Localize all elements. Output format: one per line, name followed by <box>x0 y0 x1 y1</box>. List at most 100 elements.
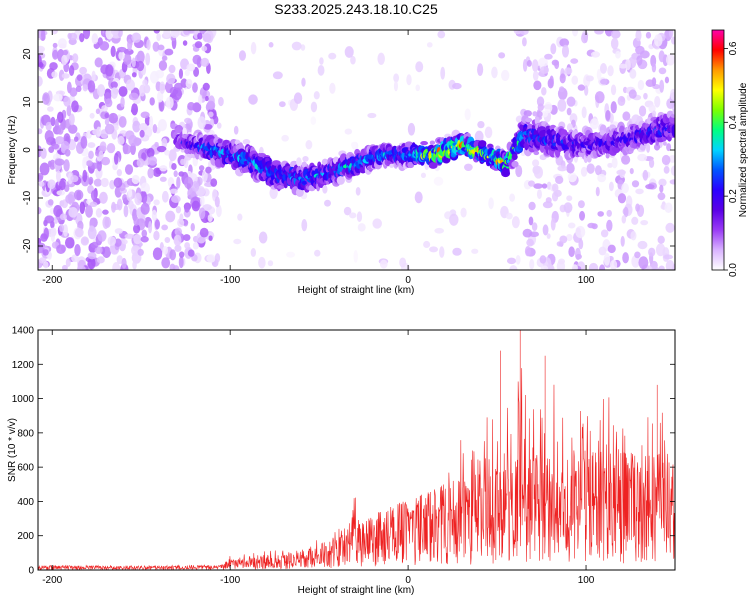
spectrogram-cell <box>659 79 665 93</box>
spectrogram-cell <box>615 50 621 59</box>
spectrogram-cell <box>191 200 200 212</box>
spectrogram-x-label: Height of straight line (km) <box>298 285 415 296</box>
spectrogram-cell <box>71 100 79 113</box>
spectrogram-cell <box>598 246 607 256</box>
spectrogram-ridge-cell <box>322 184 328 194</box>
spectrogram-cell <box>544 101 553 114</box>
colorbar-tick-label: 0.4 <box>728 115 739 129</box>
spectrogram-cell <box>642 169 649 181</box>
spectrogram-cell <box>433 176 444 186</box>
spectrogram-cell <box>184 69 190 77</box>
spectrogram-cell <box>52 42 58 48</box>
spectrogram-cell <box>372 218 382 229</box>
spectrogram-y-axis: -20 -10 0 10 20 <box>22 48 675 253</box>
spectrogram-cell <box>131 174 140 185</box>
spectrogram-cell <box>202 33 212 43</box>
spectrogram-cell <box>631 216 639 225</box>
snr-background <box>38 330 675 570</box>
spectrogram-cell <box>533 183 543 189</box>
spectrogram-cell <box>588 262 599 270</box>
spectrogram-cell <box>89 112 95 119</box>
spectrogram-cell <box>610 101 617 114</box>
spectrogram-cell <box>509 193 516 202</box>
spectrogram-cell <box>105 98 113 108</box>
spectrogram-cell <box>566 96 576 107</box>
spectrogram-cell <box>460 207 467 218</box>
spectrogram-cell <box>665 54 675 66</box>
spectrogram-cell <box>96 84 106 97</box>
spectrogram-cell <box>567 172 577 183</box>
spectrogram-y-tick-label: -20 <box>22 238 33 253</box>
spectrogram-cell <box>206 100 216 111</box>
spectrogram-cell <box>138 123 148 131</box>
spectrogram-cell <box>166 73 176 85</box>
spectrogram-cell <box>79 201 86 214</box>
spectrogram-cell <box>595 186 600 197</box>
spectrogram-cell <box>114 228 123 234</box>
spectrogram-cell <box>205 166 212 174</box>
spectrogram-cell <box>635 203 640 212</box>
spectrogram-cell <box>616 169 626 176</box>
spectrogram-cell <box>317 64 325 76</box>
spectrogram-cell <box>58 69 65 82</box>
spectrogram-cell <box>164 149 170 156</box>
spectrogram-cell <box>566 107 572 116</box>
spectrogram-cell <box>162 246 169 255</box>
spectrogram-cell <box>113 152 119 165</box>
spectrogram-cell <box>607 162 613 168</box>
spectrogram-cell <box>407 122 416 136</box>
spectrogram-cell <box>76 74 83 82</box>
spectrogram-cell <box>38 61 44 68</box>
spectrogram-cell <box>200 195 205 206</box>
spectrogram-cell <box>631 180 640 188</box>
spectrogram-cell <box>637 240 648 250</box>
spectrogram-cell <box>117 135 125 145</box>
spectrogram-cell <box>657 192 666 201</box>
spectrogram-cell <box>577 84 586 91</box>
spectrogram-cell <box>127 38 133 51</box>
spectrogram-cell <box>82 84 88 92</box>
spectrogram-cell <box>609 259 618 270</box>
spectrogram-cell <box>526 60 532 67</box>
spectrogram-marks <box>38 30 675 270</box>
spectrogram-cell <box>452 247 462 256</box>
spectrogram-cell <box>149 115 154 129</box>
spectrogram-cell <box>609 181 614 192</box>
spectrogram-cell <box>52 49 59 60</box>
colorbar-tick-label: 0.6 <box>728 41 739 55</box>
spectrogram-cell <box>49 62 58 71</box>
spectrogram-cell <box>519 30 529 36</box>
spectrogram-cell <box>90 190 97 201</box>
spectrogram-cell <box>208 111 214 118</box>
spectrogram-cell <box>522 58 528 72</box>
spectrogram-cell <box>133 234 142 245</box>
spectrogram-cell <box>584 85 589 96</box>
spectrogram-cell <box>79 66 88 75</box>
spectrogram-cell <box>63 96 71 107</box>
spectrogram-ridge-cell <box>511 153 518 161</box>
spectrogram-cell <box>258 256 266 269</box>
spectrogram-cell <box>97 230 107 242</box>
spectrogram-cell <box>353 249 358 263</box>
spectrogram-x-axis: -200 -100 0 100 <box>42 30 595 286</box>
spectrogram-cell <box>645 183 655 190</box>
spectrogram-cell <box>155 69 165 79</box>
spectrogram-cell <box>72 53 79 63</box>
spectrogram-cell <box>631 255 640 268</box>
spectrogram-cell <box>165 210 176 223</box>
spectrogram-cell <box>488 197 494 210</box>
spectrogram-cell <box>305 140 313 150</box>
spectrogram-cell <box>349 212 357 219</box>
spectrogram-ridge-cell <box>389 163 395 168</box>
spectrogram-cell <box>187 249 195 257</box>
spectrogram-cell <box>185 78 193 89</box>
spectrogram-cell <box>128 188 133 198</box>
spectrogram-cell <box>531 222 538 232</box>
spectrogram-cell <box>69 87 78 97</box>
spectrogram-cell <box>202 204 212 211</box>
spectrogram-cell <box>49 207 55 215</box>
spectrogram-cell <box>92 128 100 136</box>
spectrogram-cell <box>638 105 647 117</box>
spectrogram-cell <box>186 63 196 72</box>
